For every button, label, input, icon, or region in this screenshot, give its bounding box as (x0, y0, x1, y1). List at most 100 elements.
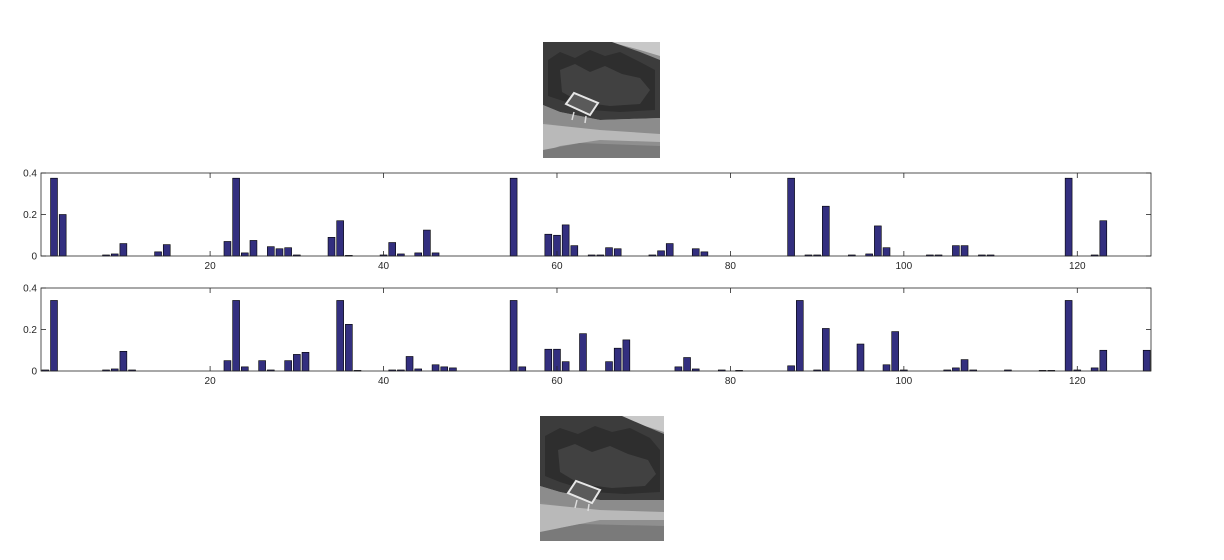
bar (787, 177, 795, 257)
bar (561, 361, 570, 372)
bar (665, 243, 674, 257)
bar (440, 366, 449, 372)
bar (544, 233, 553, 257)
bar (267, 246, 275, 257)
bar (856, 343, 865, 372)
bar (162, 244, 171, 257)
x-tick-label: 40 (378, 376, 390, 387)
bar (423, 229, 431, 257)
bar (822, 328, 830, 372)
x-tick-label: 80 (725, 376, 737, 387)
bar (874, 225, 882, 257)
bar (960, 245, 969, 257)
bar (345, 324, 353, 372)
bar (622, 339, 631, 372)
bar (605, 361, 613, 372)
bar (414, 252, 423, 257)
x-tick-label: 80 (725, 261, 737, 272)
bar (1099, 220, 1108, 257)
bar (119, 243, 128, 257)
sign-icon (564, 91, 600, 124)
bar (579, 333, 587, 372)
bar (570, 245, 579, 257)
bar (613, 347, 622, 372)
bar (509, 177, 518, 257)
y-tick-label: 0.2 (23, 210, 37, 221)
y-tick-label: 0.4 (23, 169, 37, 180)
bar (388, 242, 396, 257)
bar (241, 366, 249, 372)
bar (154, 251, 162, 257)
histogram-top: 20 40 60 80 100 120 0 0.2 0.4 (23, 169, 1152, 272)
bar (275, 248, 284, 257)
bar (796, 300, 804, 372)
bar (1064, 300, 1073, 372)
bar (327, 237, 336, 257)
bar (691, 248, 700, 257)
bar (683, 357, 691, 372)
bar (119, 350, 128, 372)
x-tick-label: 60 (551, 376, 563, 387)
bar (223, 241, 232, 257)
bar (544, 348, 553, 372)
bar (431, 252, 440, 257)
bar (952, 367, 960, 372)
top-photo (543, 42, 660, 158)
x-tick-label: 60 (551, 261, 563, 272)
bar (336, 220, 344, 257)
x-tick-label: 100 (896, 376, 913, 387)
bar (336, 300, 344, 372)
bar (301, 352, 310, 372)
bar (822, 205, 830, 257)
bar (605, 247, 613, 257)
bar (674, 366, 683, 372)
bar (431, 364, 440, 372)
bar (405, 356, 414, 372)
bar (960, 359, 969, 372)
bar (509, 300, 518, 372)
bar (518, 366, 527, 372)
y-tick-label: 0.2 (23, 325, 37, 336)
bar (952, 245, 960, 257)
axes-box (40, 172, 1152, 257)
bar (1090, 367, 1099, 372)
bar (232, 300, 240, 372)
x-tick-label: 20 (205, 261, 217, 272)
bar (293, 354, 301, 372)
bar (223, 360, 232, 372)
bar (284, 360, 292, 372)
bottom-photo (540, 416, 664, 541)
bar (241, 252, 249, 257)
bar (787, 365, 795, 372)
x-tick-label: 120 (1069, 261, 1086, 272)
bar (50, 177, 58, 257)
x-tick-label: 40 (378, 261, 390, 272)
bar (561, 224, 570, 257)
bar (449, 367, 457, 372)
bar (882, 247, 891, 257)
bar (284, 247, 292, 257)
x-tick-label: 100 (896, 261, 913, 272)
bar (613, 248, 622, 257)
y-tick-label: 0.4 (23, 284, 37, 295)
bar (657, 250, 665, 257)
bar (249, 240, 258, 257)
x-tick-label: 20 (205, 376, 217, 387)
bar (882, 364, 891, 372)
bar (1064, 177, 1073, 257)
y-tick-label: 0 (31, 367, 37, 378)
histogram-bottom: 20 40 60 80 100 120 0 0.2 0.4 (23, 284, 1152, 387)
bar (700, 251, 709, 257)
bar (1099, 349, 1108, 372)
bar (232, 177, 240, 257)
bar (1142, 349, 1151, 372)
sign-icon (566, 479, 602, 512)
axes-box (40, 287, 1152, 372)
x-tick-label: 120 (1069, 376, 1086, 387)
y-tick-label: 0 (31, 252, 37, 263)
bar (891, 331, 899, 372)
bar (58, 214, 67, 257)
bar (50, 300, 58, 372)
bar (258, 360, 266, 372)
